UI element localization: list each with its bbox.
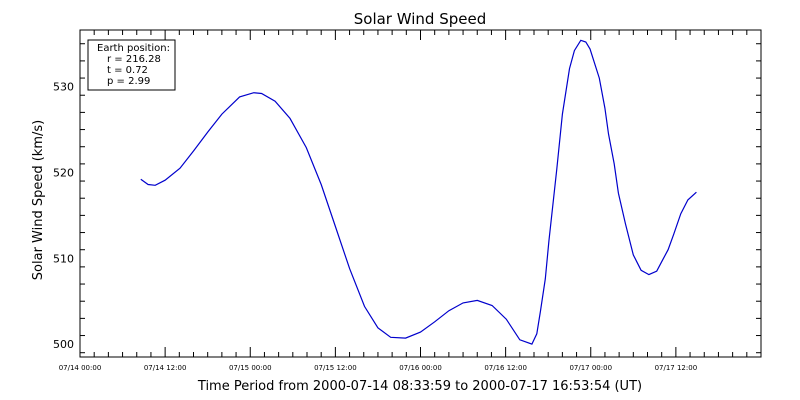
x-tick-label: 07/15 12:00: [314, 364, 357, 372]
x-tick-label: 07/17 00:00: [569, 364, 612, 372]
x-tick-label: 07/16 12:00: [484, 364, 527, 372]
y-tick-label: 530: [53, 81, 74, 94]
y-tick-label: 510: [53, 252, 74, 265]
y-tick-label: 500: [53, 338, 74, 351]
legend-t-value: t = 0.72: [107, 65, 148, 76]
legend-p-value: p = 2.99: [107, 76, 150, 87]
y-axis-ticks: 500 510 520 530: [53, 43, 761, 354]
solar-wind-speed-line: [140, 39, 697, 345]
chart-title: Solar Wind Speed: [354, 10, 486, 28]
earth-position-legend: Earth position: r = 216.28 t = 0.72 p = …: [87, 39, 176, 91]
y-axis-label: Solar Wind Speed (km/s): [31, 120, 46, 280]
legend-r-value: r = 216.28: [107, 54, 161, 65]
x-axis-ticks: 07/14 00:00 07/14 12:00 07/15 00:00 07/15 1…: [59, 30, 762, 372]
legend-box: [87, 39, 176, 91]
x-tick-label: 07/17 12:00: [655, 364, 698, 372]
plot-frame: [79, 29, 762, 358]
x-tick-label: 07/16 00:00: [399, 364, 442, 372]
legend-title: Earth position:: [97, 43, 170, 54]
x-tick-label: 07/15 00:00: [229, 364, 272, 372]
y-tick-label: 520: [53, 166, 74, 179]
x-axis-label: Time Period from 2000-07-14 08:33:59 to …: [197, 379, 642, 394]
x-tick-label: 07/14 00:00: [59, 364, 102, 372]
x-tick-label: 07/14 12:00: [144, 364, 187, 372]
